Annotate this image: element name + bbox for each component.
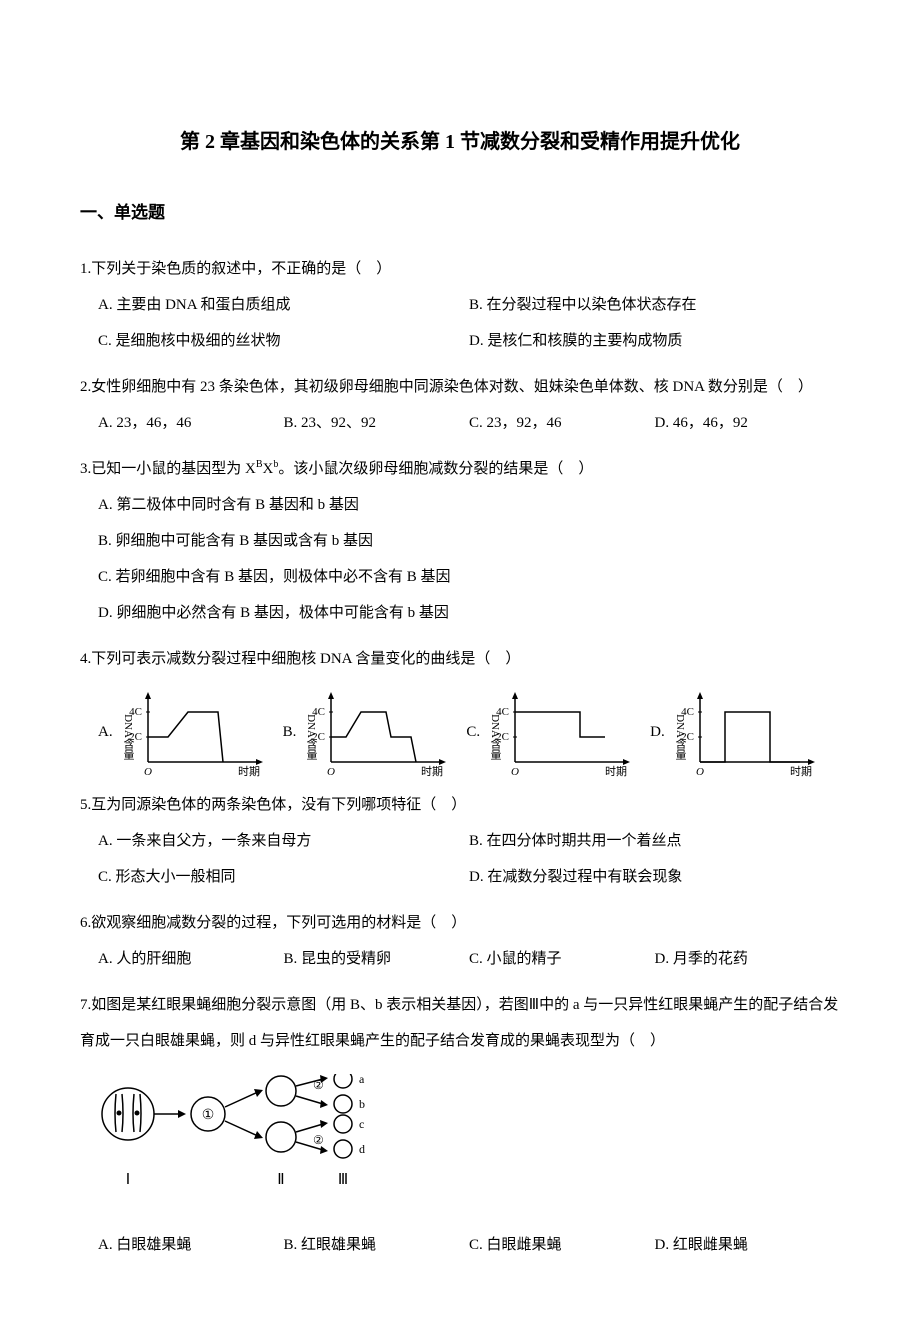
- svg-text:Ⅰ: Ⅰ: [126, 1172, 130, 1188]
- chart-A: DNA含量 4C 2C O 时期: [118, 687, 268, 777]
- svg-text:时期: 时期: [238, 765, 260, 777]
- q5-text: 5.互为同源染色体的两条染色体，没有下列哪项特征（ ）: [80, 787, 840, 823]
- q7-optA: A. 白眼雄果蝇: [98, 1227, 284, 1263]
- q3-optB: B. 卵细胞中可能含有 B 基因或含有 b 基因: [98, 523, 840, 559]
- q3-optC: C. 若卵细胞中含有 B 基因，则极体中必不含有 B 基因: [98, 559, 840, 595]
- q2-optD: D. 46，46，92: [655, 405, 841, 441]
- q4-optA: A. DNA含量 4C 2C O 时期: [98, 687, 268, 777]
- q4-optB: B. DNA含量 4C 2C O 时期: [283, 687, 452, 777]
- q2-optA: A. 23，46，46: [98, 405, 284, 441]
- svg-text:2C: 2C: [496, 731, 509, 743]
- q6-optC: C. 小鼠的精子: [469, 941, 655, 977]
- q4-optD: D. DNA含量 4C 2C O 时期: [650, 687, 820, 777]
- chart-B: DNA含量 4C 2C O 时期: [301, 687, 451, 777]
- question-3: 3.已知一小鼠的基因型为 XBXb。该小鼠次级卵母细胞减数分裂的结果是（ ） A…: [80, 451, 840, 631]
- q2-optC: C. 23，92，46: [469, 405, 655, 441]
- svg-text:①: ①: [202, 1108, 215, 1123]
- svg-text:Ⅱ: Ⅱ: [277, 1172, 284, 1188]
- q7-optB: B. 红眼雄果蝇: [284, 1227, 470, 1263]
- q3-text: 3.已知一小鼠的基因型为 XBXb。该小鼠次级卵母细胞减数分裂的结果是（ ）: [80, 451, 840, 487]
- q3-optD: D. 卵细胞中必然含有 B 基因，极体中可能含有 b 基因: [98, 595, 840, 631]
- svg-text:O: O: [144, 766, 152, 777]
- q4-labelA: A.: [98, 716, 113, 749]
- svg-text:O: O: [696, 766, 704, 777]
- svg-text:2C: 2C: [129, 731, 142, 743]
- question-2: 2.女性卵细胞中有 23 条染色体，其初级卵母细胞中同源染色体对数、姐妹染色单体…: [80, 369, 840, 441]
- svg-text:2C: 2C: [313, 731, 326, 743]
- q4-optC: C. DNA含量 4C 2C O 时期: [466, 687, 635, 777]
- q5-optD: D. 在减数分裂过程中有联会现象: [469, 859, 840, 895]
- q4-labelD: D.: [650, 716, 665, 749]
- svg-text:c: c: [359, 1117, 364, 1131]
- svg-text:2C: 2C: [681, 731, 694, 743]
- svg-text:4C: 4C: [496, 706, 509, 718]
- q3-pre: 3.已知一小鼠的基因型为 X: [80, 461, 256, 477]
- question-4: 4.下列可表示减数分裂过程中细胞核 DNA 含量变化的曲线是（ ） A. DNA…: [80, 641, 840, 777]
- q6-optA: A. 人的肝细胞: [98, 941, 284, 977]
- q3-optA: A. 第二极体中同时含有 B 基因和 b 基因: [98, 487, 840, 523]
- q7-optC: C. 白眼雌果蝇: [469, 1227, 655, 1263]
- q4-text: 4.下列可表示减数分裂过程中细胞核 DNA 含量变化的曲线是（ ）: [80, 641, 840, 677]
- q4-labelB: B.: [283, 716, 297, 749]
- q6-optD: D. 月季的花药: [655, 941, 841, 977]
- section-header: 一、单选题: [80, 194, 840, 231]
- svg-text:Ⅲ: Ⅲ: [338, 1172, 348, 1188]
- svg-text:②: ②: [313, 1078, 324, 1092]
- question-7: 7.如图是某红眼果蝇细胞分裂示意图（用 B、b 表示相关基因），若图Ⅲ中的 a …: [80, 987, 840, 1263]
- svg-text:4C: 4C: [129, 706, 142, 718]
- page-title: 第 2 章基因和染色体的关系第 1 节减数分裂和受精作用提升优化: [80, 120, 840, 164]
- chart-C: DNA含量 4C 2C O 时期: [485, 687, 635, 777]
- q2-text: 2.女性卵细胞中有 23 条染色体，其初级卵母细胞中同源染色体对数、姐妹染色单体…: [80, 369, 840, 405]
- q1-optD: D. 是核仁和核膜的主要构成物质: [469, 323, 840, 359]
- q7-text: 7.如图是某红眼果蝇细胞分裂示意图（用 B、b 表示相关基因），若图Ⅲ中的 a …: [80, 987, 840, 1059]
- svg-text:4C: 4C: [313, 706, 326, 718]
- svg-text:4C: 4C: [681, 706, 694, 718]
- q7-optD: D. 红眼雌果蝇: [655, 1227, 841, 1263]
- svg-text:b: b: [359, 1097, 365, 1111]
- svg-text:时期: 时期: [790, 765, 812, 777]
- q7-diagram: ① ② ② a b c: [98, 1074, 840, 1207]
- q5-optB: B. 在四分体时期共用一个着丝点: [469, 823, 840, 859]
- question-1: 1.下列关于染色质的叙述中，不正确的是（ ） A. 主要由 DNA 和蛋白质组成…: [80, 251, 840, 359]
- q3-mid: X: [263, 461, 274, 477]
- q1-text: 1.下列关于染色质的叙述中，不正确的是（ ）: [80, 251, 840, 287]
- q4-labelC: C.: [466, 716, 480, 749]
- q5-optA: A. 一条来自父方，一条来自母方: [98, 823, 469, 859]
- q6-optB: B. 昆虫的受精卵: [284, 941, 470, 977]
- question-6: 6.欲观察细胞减数分裂的过程，下列可选用的材料是（ ） A. 人的肝细胞 B. …: [80, 905, 840, 977]
- q1-optA: A. 主要由 DNA 和蛋白质组成: [98, 287, 469, 323]
- q1-optC: C. 是细胞核中极细的丝状物: [98, 323, 469, 359]
- svg-text:时期: 时期: [605, 765, 627, 777]
- chart-D: DNA含量 4C 2C O 时期: [670, 687, 820, 777]
- question-5: 5.互为同源染色体的两条染色体，没有下列哪项特征（ ） A. 一条来自父方，一条…: [80, 787, 840, 895]
- svg-text:时期: 时期: [421, 765, 443, 777]
- svg-text:a: a: [359, 1074, 365, 1086]
- svg-text:②: ②: [313, 1133, 324, 1147]
- q1-optB: B. 在分裂过程中以染色体状态存在: [469, 287, 840, 323]
- q3-post: 。该小鼠次级卵母细胞减数分裂的结果是（ ）: [278, 461, 593, 477]
- q2-optB: B. 23、92、92: [284, 405, 470, 441]
- svg-text:O: O: [511, 766, 519, 777]
- svg-text:d: d: [359, 1142, 365, 1156]
- q5-optC: C. 形态大小一般相同: [98, 859, 469, 895]
- q3-sup1: B: [256, 459, 263, 470]
- svg-text:O: O: [327, 766, 335, 777]
- q6-text: 6.欲观察细胞减数分裂的过程，下列可选用的材料是（ ）: [80, 905, 840, 941]
